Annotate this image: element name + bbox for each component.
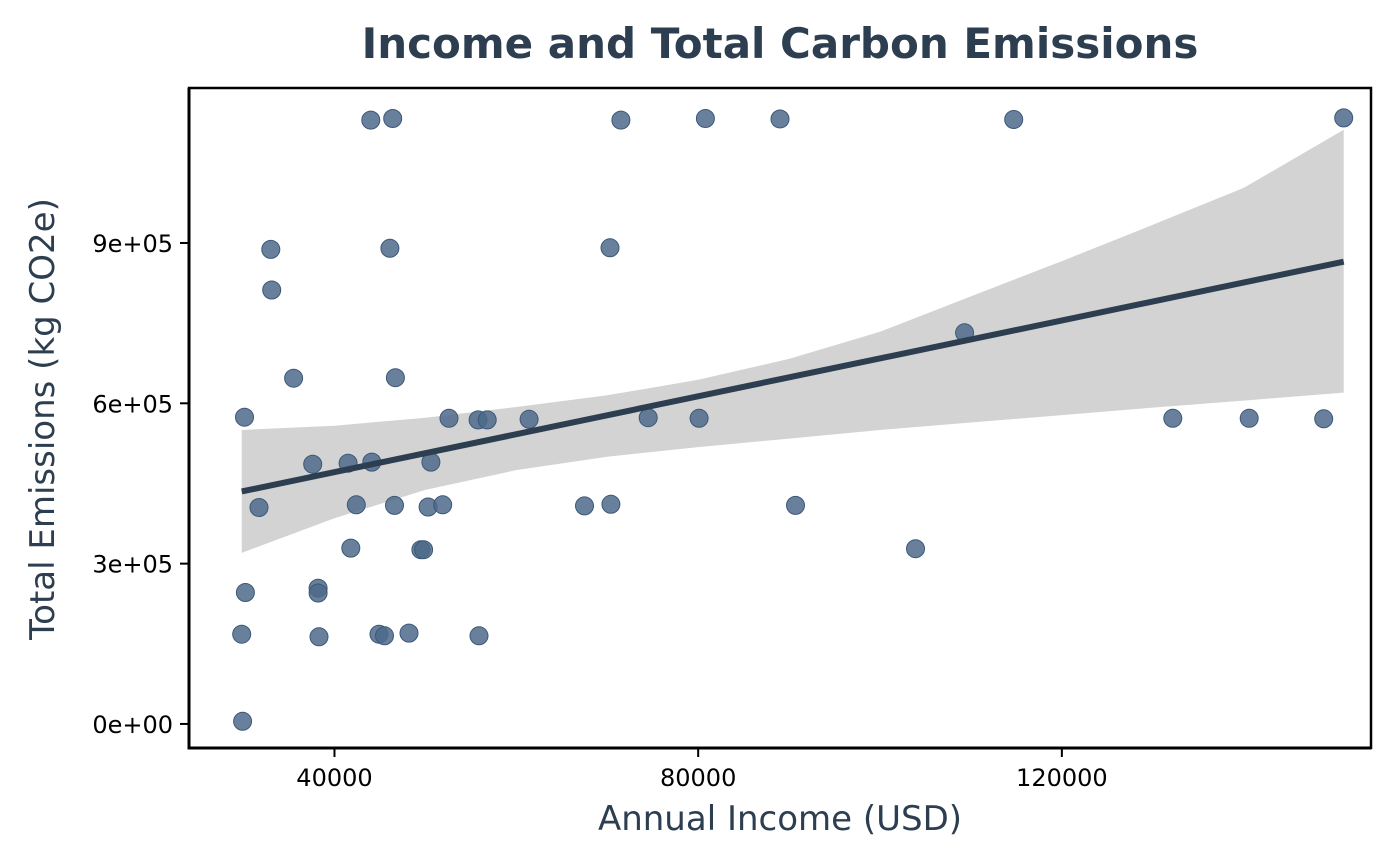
data-point xyxy=(1314,409,1334,429)
data-point xyxy=(375,626,394,646)
data-point xyxy=(261,239,281,259)
data-point xyxy=(519,409,539,429)
y-axis-title: Total Emissions (kg CO2e) xyxy=(23,198,63,641)
data-point xyxy=(249,498,269,517)
data-point xyxy=(383,109,403,128)
data-point xyxy=(433,495,453,515)
data-point xyxy=(309,627,329,647)
data-points xyxy=(232,108,1354,731)
data-point xyxy=(575,496,594,516)
y-tick-label: 9e+05 xyxy=(92,230,173,258)
y-tick-label: 6e+05 xyxy=(92,390,173,418)
data-point xyxy=(638,408,658,428)
data-point xyxy=(770,109,790,129)
data-point xyxy=(695,109,715,128)
y-tick-label: 3e+05 xyxy=(92,551,173,579)
x-axis-title: Annual Income (USD) xyxy=(598,799,962,839)
data-point xyxy=(308,583,328,603)
data-point xyxy=(477,410,497,430)
data-point xyxy=(1239,408,1259,428)
data-point xyxy=(469,626,489,646)
data-point xyxy=(303,454,323,474)
data-point xyxy=(439,408,459,428)
data-point xyxy=(235,407,254,427)
data-point xyxy=(235,583,255,602)
x-tick-label: 120000 xyxy=(1016,764,1108,792)
data-point xyxy=(341,538,361,558)
data-point xyxy=(284,368,304,388)
data-point xyxy=(380,238,400,258)
confidence-band xyxy=(241,129,1344,553)
x-tick-label: 80000 xyxy=(660,764,736,792)
y-tick-label: 0e+00 xyxy=(92,711,173,739)
data-point xyxy=(361,110,381,130)
data-point xyxy=(262,280,282,300)
data-point xyxy=(232,624,252,644)
chart-title: Income and Total Carbon Emissions xyxy=(362,19,1199,68)
data-point xyxy=(385,368,405,388)
data-point xyxy=(385,495,404,515)
data-point xyxy=(601,494,621,514)
plot-area xyxy=(232,108,1354,731)
data-point xyxy=(906,539,925,559)
data-point xyxy=(611,110,631,130)
data-point xyxy=(1163,408,1183,428)
data-point xyxy=(399,623,419,643)
data-point xyxy=(786,495,805,515)
data-point xyxy=(1004,110,1024,129)
data-point xyxy=(233,711,253,731)
data-point xyxy=(689,408,709,428)
data-point xyxy=(1334,108,1354,128)
data-point xyxy=(414,540,434,560)
x-tick-label: 40000 xyxy=(296,764,372,792)
axes: 40000 80000 120000 0e+00 3e+05 6e+05 9e+05 xyxy=(92,88,1371,792)
data-point xyxy=(600,238,620,258)
regression-line xyxy=(241,258,1345,495)
data-point xyxy=(346,495,366,515)
